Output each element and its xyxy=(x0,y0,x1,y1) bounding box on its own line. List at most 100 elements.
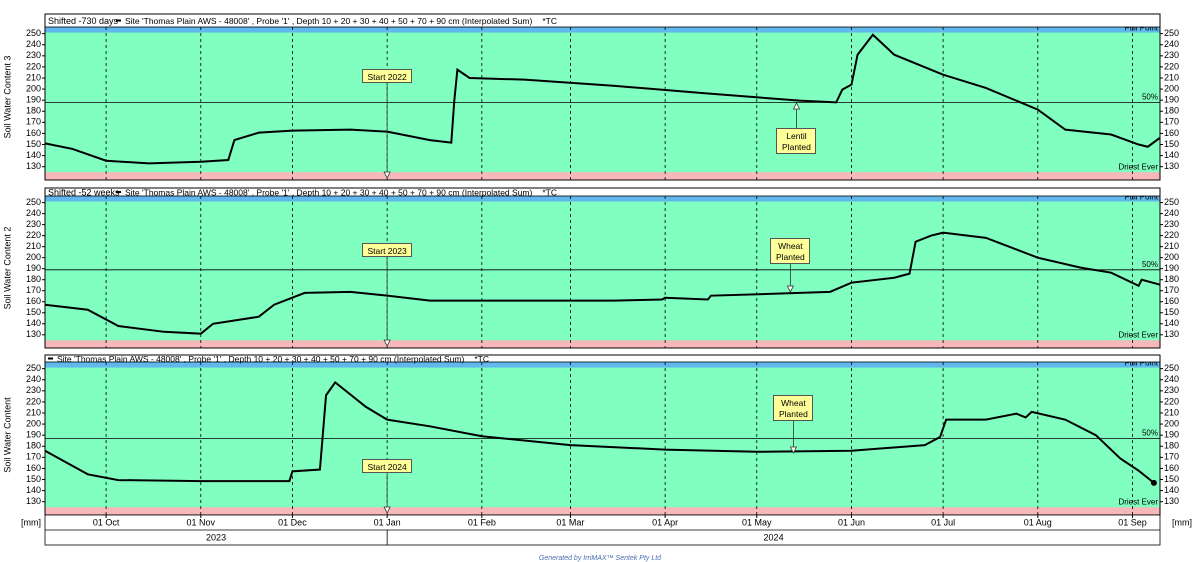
y-tick-label: 190 xyxy=(26,95,41,105)
callout: Wheat Planted xyxy=(773,395,814,421)
y-tick-label: 140 xyxy=(1164,318,1179,328)
y-tick-label: 170 xyxy=(1164,285,1179,295)
plot-band xyxy=(45,27,1160,180)
y-tick-label: 250 xyxy=(1164,363,1179,373)
y-tick-label: 230 xyxy=(26,219,41,229)
y-tick-label: 140 xyxy=(26,150,41,160)
y-tick-label: 230 xyxy=(26,50,41,60)
y-tick-label: 220 xyxy=(26,61,41,71)
y-tick-label: 130 xyxy=(26,496,41,506)
ref-label: Full Point xyxy=(1125,193,1159,202)
ref-label: Driest Ever xyxy=(1118,497,1158,506)
y-tick-label: 200 xyxy=(26,418,41,428)
y-tick-label: 190 xyxy=(26,263,41,273)
x-tick-label: 01 Jan xyxy=(374,517,401,527)
ref-label: Full Point xyxy=(1125,359,1159,368)
y-axis-title: Soil Water Content 3 xyxy=(2,56,12,139)
y-tick-label: 140 xyxy=(26,485,41,495)
y-tick-label: 250 xyxy=(26,28,41,38)
y-tick-label: 150 xyxy=(1164,139,1179,149)
data-line xyxy=(44,380,1155,484)
callout-arrowhead xyxy=(789,446,798,454)
x-tick-label: 01 Mar xyxy=(556,517,584,527)
y-tick-label: 160 xyxy=(1164,463,1179,473)
driest-band xyxy=(45,172,1160,180)
y-axis-title: Soil Water Content 2 xyxy=(2,227,12,310)
y-tick-label: 160 xyxy=(26,296,41,306)
y-tick-label: 140 xyxy=(1164,485,1179,495)
ref-label: 50% xyxy=(1142,429,1158,438)
x-tick-label: 01 Oct xyxy=(93,517,120,527)
y-tick-label: 240 xyxy=(26,208,41,218)
year-label: 2023 xyxy=(206,532,226,542)
legend-entry: Site 'Thomas Plain AWS - 48008' , Probe … xyxy=(125,16,533,26)
y-tick-label: 130 xyxy=(1164,496,1179,506)
y-tick-label: 140 xyxy=(26,318,41,328)
ref-label: 50% xyxy=(1142,260,1158,269)
y-tick-label: 220 xyxy=(1164,396,1179,406)
y-tick-label: 170 xyxy=(1164,452,1179,462)
y-tick-label: 250 xyxy=(26,363,41,373)
y-tick-label: 140 xyxy=(1164,150,1179,160)
y-tick-label: 180 xyxy=(26,441,41,451)
y-tick-label: 150 xyxy=(1164,474,1179,484)
y-tick-label: 240 xyxy=(26,39,41,49)
y-tick-label: 210 xyxy=(26,241,41,251)
y-tick-label: 230 xyxy=(1164,385,1179,395)
ref-label: Driest Ever xyxy=(1118,162,1158,171)
y-tick-label: 220 xyxy=(1164,230,1179,240)
y-tick-label: 190 xyxy=(26,430,41,440)
y-tick-label: 250 xyxy=(1164,28,1179,38)
unit-label: *TC xyxy=(542,16,557,26)
x-tick-label: 01 Jul xyxy=(931,517,955,527)
y-tick-label: 200 xyxy=(26,252,41,262)
y-tick-label: 210 xyxy=(26,407,41,417)
y-tick-label: 170 xyxy=(26,452,41,462)
end-marker xyxy=(1150,479,1157,486)
data-line xyxy=(44,33,1161,165)
y-tick-label: 230 xyxy=(26,385,41,395)
full-point-band xyxy=(45,362,1160,368)
y-tick-label: 210 xyxy=(1164,241,1179,251)
y-tick-label: 130 xyxy=(1164,161,1179,171)
year-label: 2024 xyxy=(764,532,784,542)
y-tick-label: 250 xyxy=(1164,197,1179,207)
x-tick-label: 01 Jun xyxy=(838,517,865,527)
y-tick-label: 150 xyxy=(1164,307,1179,317)
y-tick-label: 240 xyxy=(1164,39,1179,49)
y-tick-label: 200 xyxy=(1164,83,1179,93)
y-tick-label: 190 xyxy=(1164,95,1179,105)
y-tick-label: 230 xyxy=(1164,219,1179,229)
y-tick-label: 180 xyxy=(26,106,41,116)
x-tick-label: 01 Nov xyxy=(187,517,216,527)
y-tick-label: 250 xyxy=(26,197,41,207)
y-tick-label: 230 xyxy=(1164,50,1179,60)
callout: Lentil Planted xyxy=(776,128,817,154)
y-axis-title: Soil Water Content xyxy=(2,397,12,473)
footer: Generated by IrriMAX™ Sentek Pty Ltd xyxy=(539,555,662,562)
x-tick-label: 01 Feb xyxy=(468,517,496,527)
callout-arrowhead xyxy=(792,102,801,110)
callout-arrowhead xyxy=(383,506,391,514)
panel-title: Shifted -730 days xyxy=(48,16,119,26)
callout-arrowhead xyxy=(383,339,391,347)
x-tick-label: 01 Aug xyxy=(1024,517,1052,527)
y-tick-label: 180 xyxy=(26,274,41,284)
y-tick-label: 210 xyxy=(26,72,41,82)
x-tick-label: 01 Dec xyxy=(278,517,307,527)
unit-label: [mm] xyxy=(21,517,41,527)
x-tick-label: 01 Sep xyxy=(1118,517,1147,527)
full-point-band xyxy=(45,196,1160,202)
unit-label: *TC xyxy=(474,354,489,364)
y-tick-label: 220 xyxy=(26,230,41,240)
y-tick-label: 210 xyxy=(1164,72,1179,82)
y-tick-label: 170 xyxy=(26,285,41,295)
driest-band xyxy=(45,507,1160,515)
y-tick-label: 240 xyxy=(1164,374,1179,384)
y-tick-label: 180 xyxy=(1164,274,1179,284)
y-tick-label: 150 xyxy=(26,307,41,317)
callout: Start 2024 xyxy=(362,459,413,473)
ref-label: Driest Ever xyxy=(1118,330,1158,339)
